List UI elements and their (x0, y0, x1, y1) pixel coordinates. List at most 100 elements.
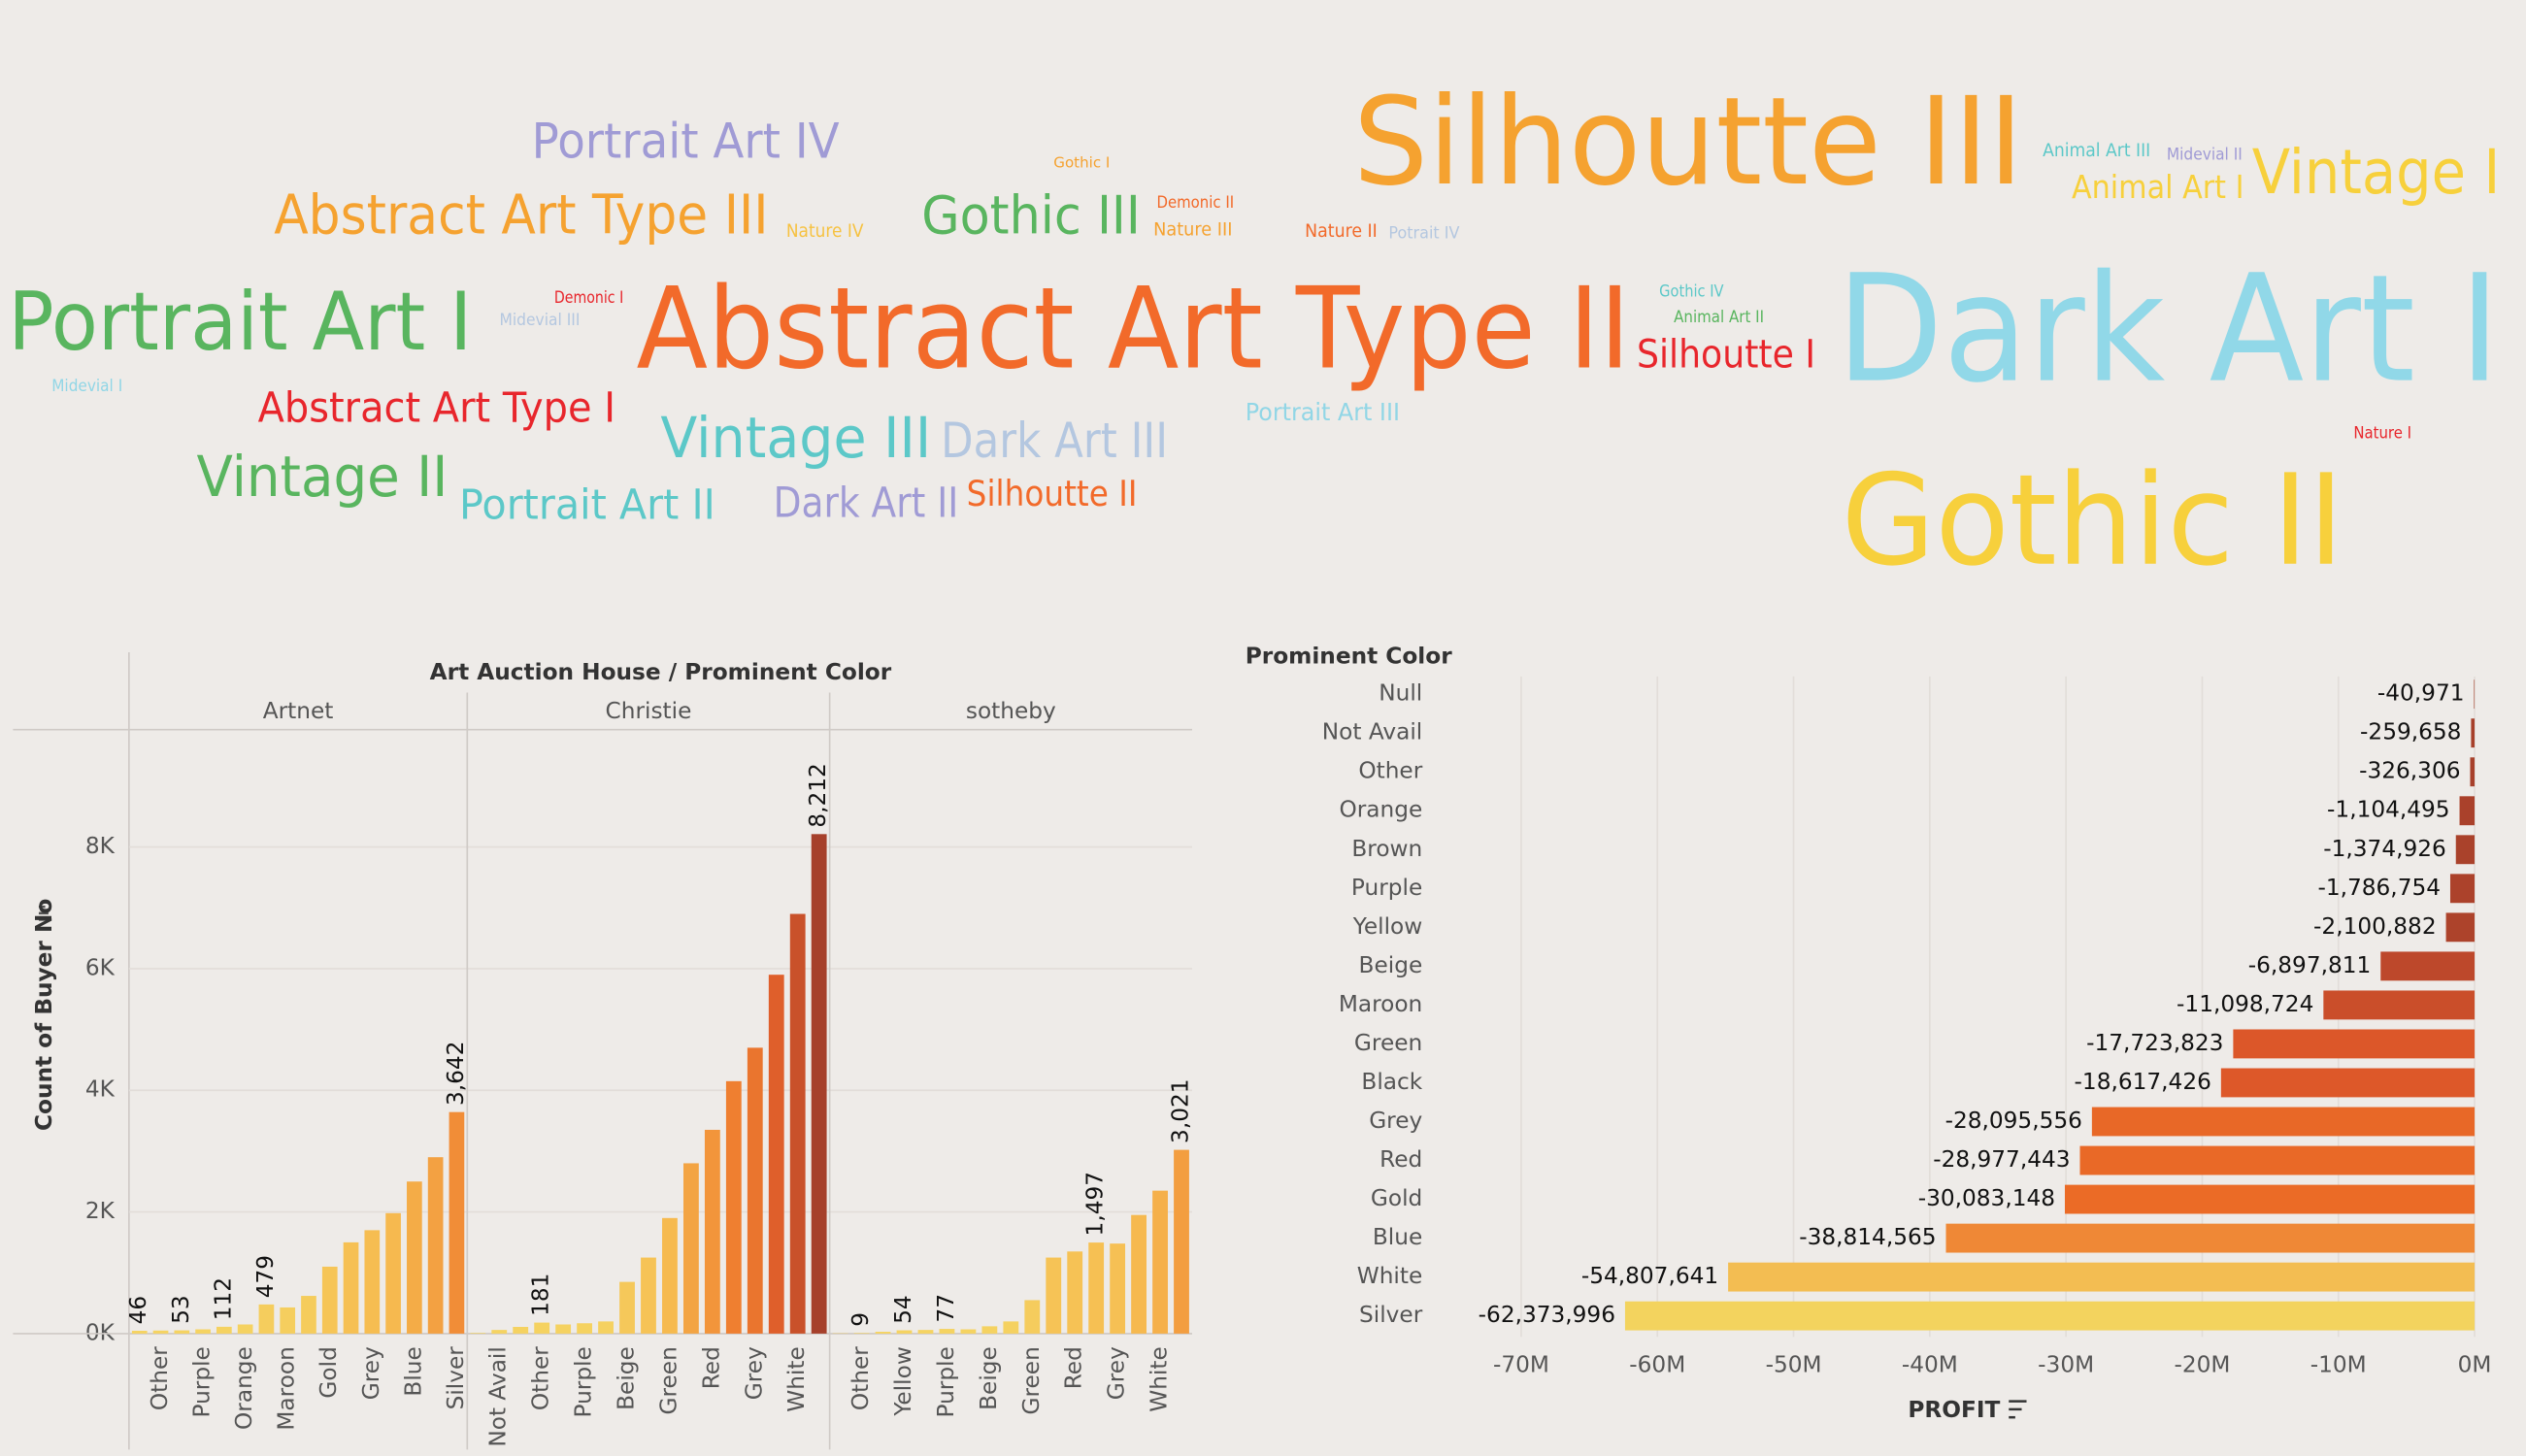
x-tick-label: -30M (2038, 1352, 2094, 1378)
x-tick-label: Beige (614, 1346, 640, 1410)
word: Demonic II (1156, 193, 1234, 212)
bar (1728, 1262, 2476, 1292)
data-label: 3,021 (1168, 1078, 1194, 1142)
x-tick-label: Other (848, 1346, 874, 1410)
word: Nature IV (786, 221, 864, 242)
bar (427, 1157, 444, 1334)
bar (768, 975, 784, 1334)
y-tick-label: Purple (1351, 875, 1422, 901)
bar (2455, 835, 2476, 865)
x-tick-label: -20M (2174, 1352, 2230, 1378)
y-tick-label: Black (1361, 1069, 1422, 1095)
bar (619, 1281, 635, 1334)
bar (534, 1322, 550, 1334)
word: Dark Art II (774, 480, 959, 528)
y-tick-label: 2K (85, 1198, 116, 1224)
word: Vintage III (660, 405, 931, 471)
data-label: 9 (848, 1312, 874, 1327)
data-label: -62,373,996 (1479, 1302, 1615, 1328)
word: Animal Art III (2043, 141, 2150, 161)
chart-title: Art Auction House / Prominent Color (430, 659, 892, 685)
y-tick-label: Yellow (1352, 913, 1422, 940)
x-tick-label: Red (698, 1346, 724, 1389)
bar (960, 1329, 977, 1334)
data-label: 54 (890, 1295, 916, 1324)
word: Animal Art I (2072, 168, 2244, 206)
bar (896, 1330, 913, 1334)
y-tick-label: Brown (1351, 836, 1422, 862)
data-label: 77 (933, 1294, 959, 1323)
x-tick-label: Grey (358, 1346, 384, 1400)
data-label: 479 (252, 1255, 279, 1298)
x-tick-label: Green (1018, 1346, 1045, 1414)
word: Midevial II (2167, 145, 2243, 163)
word: Midevial I (51, 377, 122, 395)
word: Dark Art III (941, 413, 1168, 469)
data-label: -1,786,754 (2317, 875, 2441, 901)
word: Dark Art I (1837, 244, 2501, 416)
word: Demonic I (554, 288, 623, 307)
y-tick-label: Red (1379, 1146, 1422, 1173)
bar (1088, 1242, 1105, 1334)
data-label: 3,642 (443, 1042, 469, 1106)
word: Nature I (2353, 423, 2411, 442)
bar (577, 1323, 593, 1334)
y-axis-title: Count of Buyer No (31, 899, 57, 1131)
word: Gothic II (1842, 447, 2344, 594)
y-tick-label: Gold (1371, 1185, 1422, 1211)
data-label: -1,374,926 (2323, 836, 2446, 862)
y-tick-label: White (1357, 1263, 1423, 1289)
data-label: -40,971 (2377, 680, 2465, 707)
sort-icon[interactable] (2009, 1400, 2027, 1419)
x-tick-label: Grey (1104, 1346, 1130, 1400)
data-label: 53 (168, 1295, 194, 1324)
bar (1131, 1214, 1147, 1334)
data-label: -28,977,443 (1933, 1146, 2070, 1173)
word: Midevial III (499, 311, 580, 329)
data-label: 181 (528, 1274, 554, 1316)
word: Portrait Art IV (532, 114, 840, 170)
bar (2079, 1145, 2476, 1175)
y-tick-label: Maroon (1339, 991, 1422, 1017)
x-tick-label: -50M (1766, 1352, 1822, 1378)
x-tick-label: White (783, 1346, 810, 1412)
bar (301, 1296, 316, 1334)
bar (555, 1324, 572, 1334)
bar (1067, 1251, 1083, 1334)
charts: Art Auction House / Prominent Color Count… (13, 643, 2492, 1450)
x-tick-label: -60M (1629, 1352, 1685, 1378)
data-label: -6,897,811 (2248, 952, 2372, 978)
bar (2380, 951, 2476, 981)
y-tick-label: Other (1358, 758, 1422, 784)
bar (811, 834, 827, 1334)
bar (2064, 1184, 2476, 1214)
data-label: -17,723,823 (2086, 1030, 2223, 1056)
word: Portrait Art II (459, 480, 715, 529)
x-tick-label: Purple (189, 1346, 216, 1417)
data-label: -326,306 (2359, 758, 2460, 784)
bar (449, 1111, 465, 1334)
word: Silhoutte II (967, 473, 1138, 514)
bar (2471, 718, 2476, 748)
bar (491, 1330, 508, 1334)
x-tick-label: White (1147, 1346, 1173, 1412)
x-axis-title: PROFIT (1908, 1397, 2000, 1423)
y-tick-label: Silver (1359, 1302, 1423, 1328)
x-tick-label: -40M (1902, 1352, 1958, 1378)
y-tick-label: 4K (85, 1076, 116, 1103)
bar (174, 1330, 190, 1334)
x-tick-label: 0M (2458, 1352, 2492, 1378)
data-label: 1,497 (1082, 1172, 1109, 1236)
x-tick-label: Gold (316, 1346, 342, 1398)
x-tick-label: Yellow (890, 1346, 916, 1416)
bar (1174, 1149, 1189, 1334)
bar (789, 913, 806, 1334)
x-tick-label: Purple (571, 1346, 597, 1417)
bar (2459, 796, 2476, 826)
x-tick-label: Blue (400, 1346, 426, 1396)
word: Gothic III (921, 184, 1141, 247)
bar (853, 1333, 870, 1334)
word: Potrait IV (1388, 224, 1460, 243)
data-label: -38,814,565 (1799, 1224, 1936, 1250)
